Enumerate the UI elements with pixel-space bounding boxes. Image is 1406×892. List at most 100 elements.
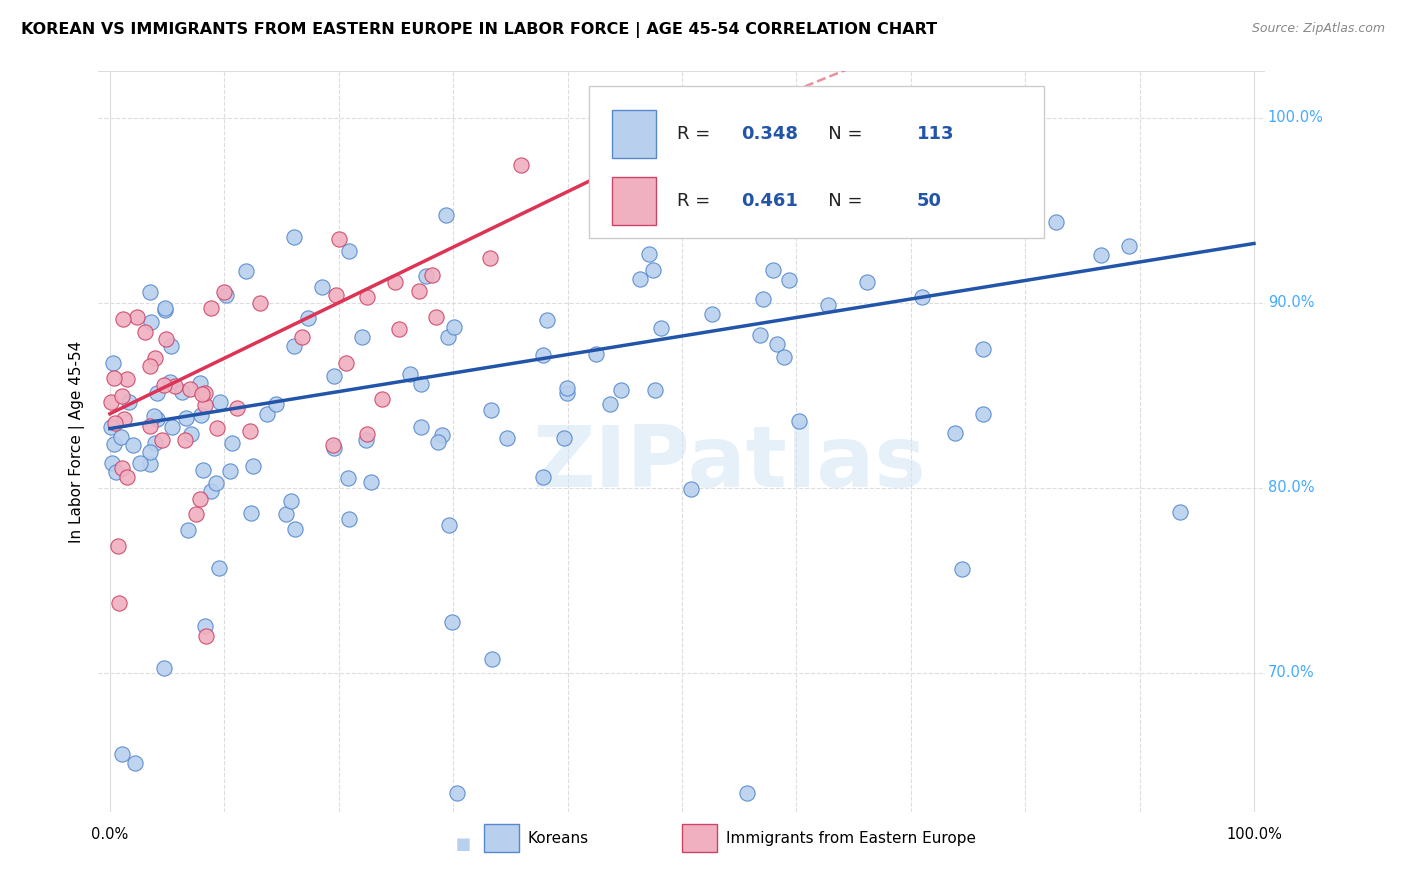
Point	[128, 456, 150, 470]
Point	[409, 419, 432, 434]
Point	[280, 494, 302, 508]
Text: 0.0%: 0.0%	[91, 827, 128, 841]
Point	[160, 339, 183, 353]
Point	[139, 457, 162, 471]
Point	[817, 298, 839, 312]
Point	[479, 402, 502, 417]
Point	[153, 660, 176, 674]
Point	[221, 436, 243, 450]
Text: 90.0%: 90.0%	[1268, 295, 1315, 310]
Point	[105, 465, 128, 479]
Point	[111, 389, 134, 403]
Point	[139, 315, 162, 329]
Point	[555, 381, 578, 395]
Point	[283, 339, 305, 353]
Point	[180, 426, 202, 441]
Point	[104, 417, 127, 431]
Text: 100.0%: 100.0%	[1268, 110, 1323, 125]
Point	[644, 384, 666, 398]
Point	[194, 386, 217, 401]
Text: 0.348: 0.348	[741, 125, 799, 144]
Point	[628, 272, 651, 286]
Point	[219, 464, 242, 478]
FancyBboxPatch shape	[589, 87, 1043, 238]
Point	[256, 407, 278, 421]
Point	[173, 433, 195, 447]
Point	[176, 523, 198, 537]
Point	[112, 412, 135, 426]
Text: R =: R =	[678, 192, 716, 210]
Text: 113: 113	[917, 125, 955, 144]
Point	[103, 436, 125, 450]
Point	[430, 427, 453, 442]
Point	[325, 287, 347, 301]
Point	[153, 301, 176, 316]
Point	[337, 511, 360, 525]
Point	[1090, 247, 1112, 261]
Text: 80.0%: 80.0%	[1268, 480, 1315, 495]
Point	[107, 539, 129, 553]
Point	[146, 412, 169, 426]
Point	[100, 395, 122, 409]
Point	[323, 441, 346, 455]
Point	[437, 517, 460, 532]
Point	[121, 438, 143, 452]
Point	[679, 482, 702, 496]
Point	[531, 469, 554, 483]
Y-axis label: In Labor Force | Age 45-54: In Labor Force | Age 45-54	[69, 341, 84, 542]
Point	[356, 426, 378, 441]
Point	[434, 208, 457, 222]
Point	[118, 395, 141, 409]
Point	[415, 269, 437, 284]
Point	[184, 508, 207, 522]
Point	[585, 347, 607, 361]
Point	[536, 312, 558, 326]
Point	[972, 407, 994, 421]
Point	[610, 383, 633, 397]
Point	[215, 288, 238, 302]
Point	[855, 275, 877, 289]
Point	[239, 506, 262, 520]
Point	[138, 359, 160, 374]
Point	[1168, 505, 1191, 519]
Point	[115, 372, 138, 386]
Point	[1045, 215, 1067, 229]
Point	[972, 342, 994, 356]
Point	[911, 290, 934, 304]
Point	[188, 376, 211, 391]
Text: R =: R =	[678, 125, 716, 144]
Point	[179, 382, 201, 396]
Point	[496, 432, 519, 446]
Point	[350, 329, 373, 343]
Point	[481, 651, 503, 665]
Point	[360, 475, 382, 489]
Point	[553, 431, 575, 445]
Point	[749, 328, 772, 343]
Point	[623, 167, 645, 181]
Point	[354, 434, 377, 448]
Point	[283, 229, 305, 244]
Point	[143, 351, 166, 365]
Point	[337, 244, 360, 258]
Point	[387, 322, 409, 336]
Point	[165, 379, 187, 393]
Point	[249, 296, 271, 310]
Text: 100.0%: 100.0%	[1226, 827, 1282, 841]
Point	[159, 376, 181, 390]
Point	[531, 348, 554, 362]
Point	[443, 319, 465, 334]
Point	[981, 209, 1004, 223]
Point	[111, 460, 134, 475]
Point	[384, 275, 406, 289]
Point	[266, 397, 288, 411]
Point	[425, 310, 447, 325]
Point	[103, 371, 125, 385]
Point	[328, 232, 350, 246]
Point	[787, 414, 810, 428]
Bar	[682, 824, 717, 853]
Point	[943, 426, 966, 441]
Point	[200, 484, 222, 499]
Text: ZIPatlas: ZIPatlas	[531, 422, 925, 505]
Point	[702, 203, 724, 218]
Point	[138, 445, 160, 459]
